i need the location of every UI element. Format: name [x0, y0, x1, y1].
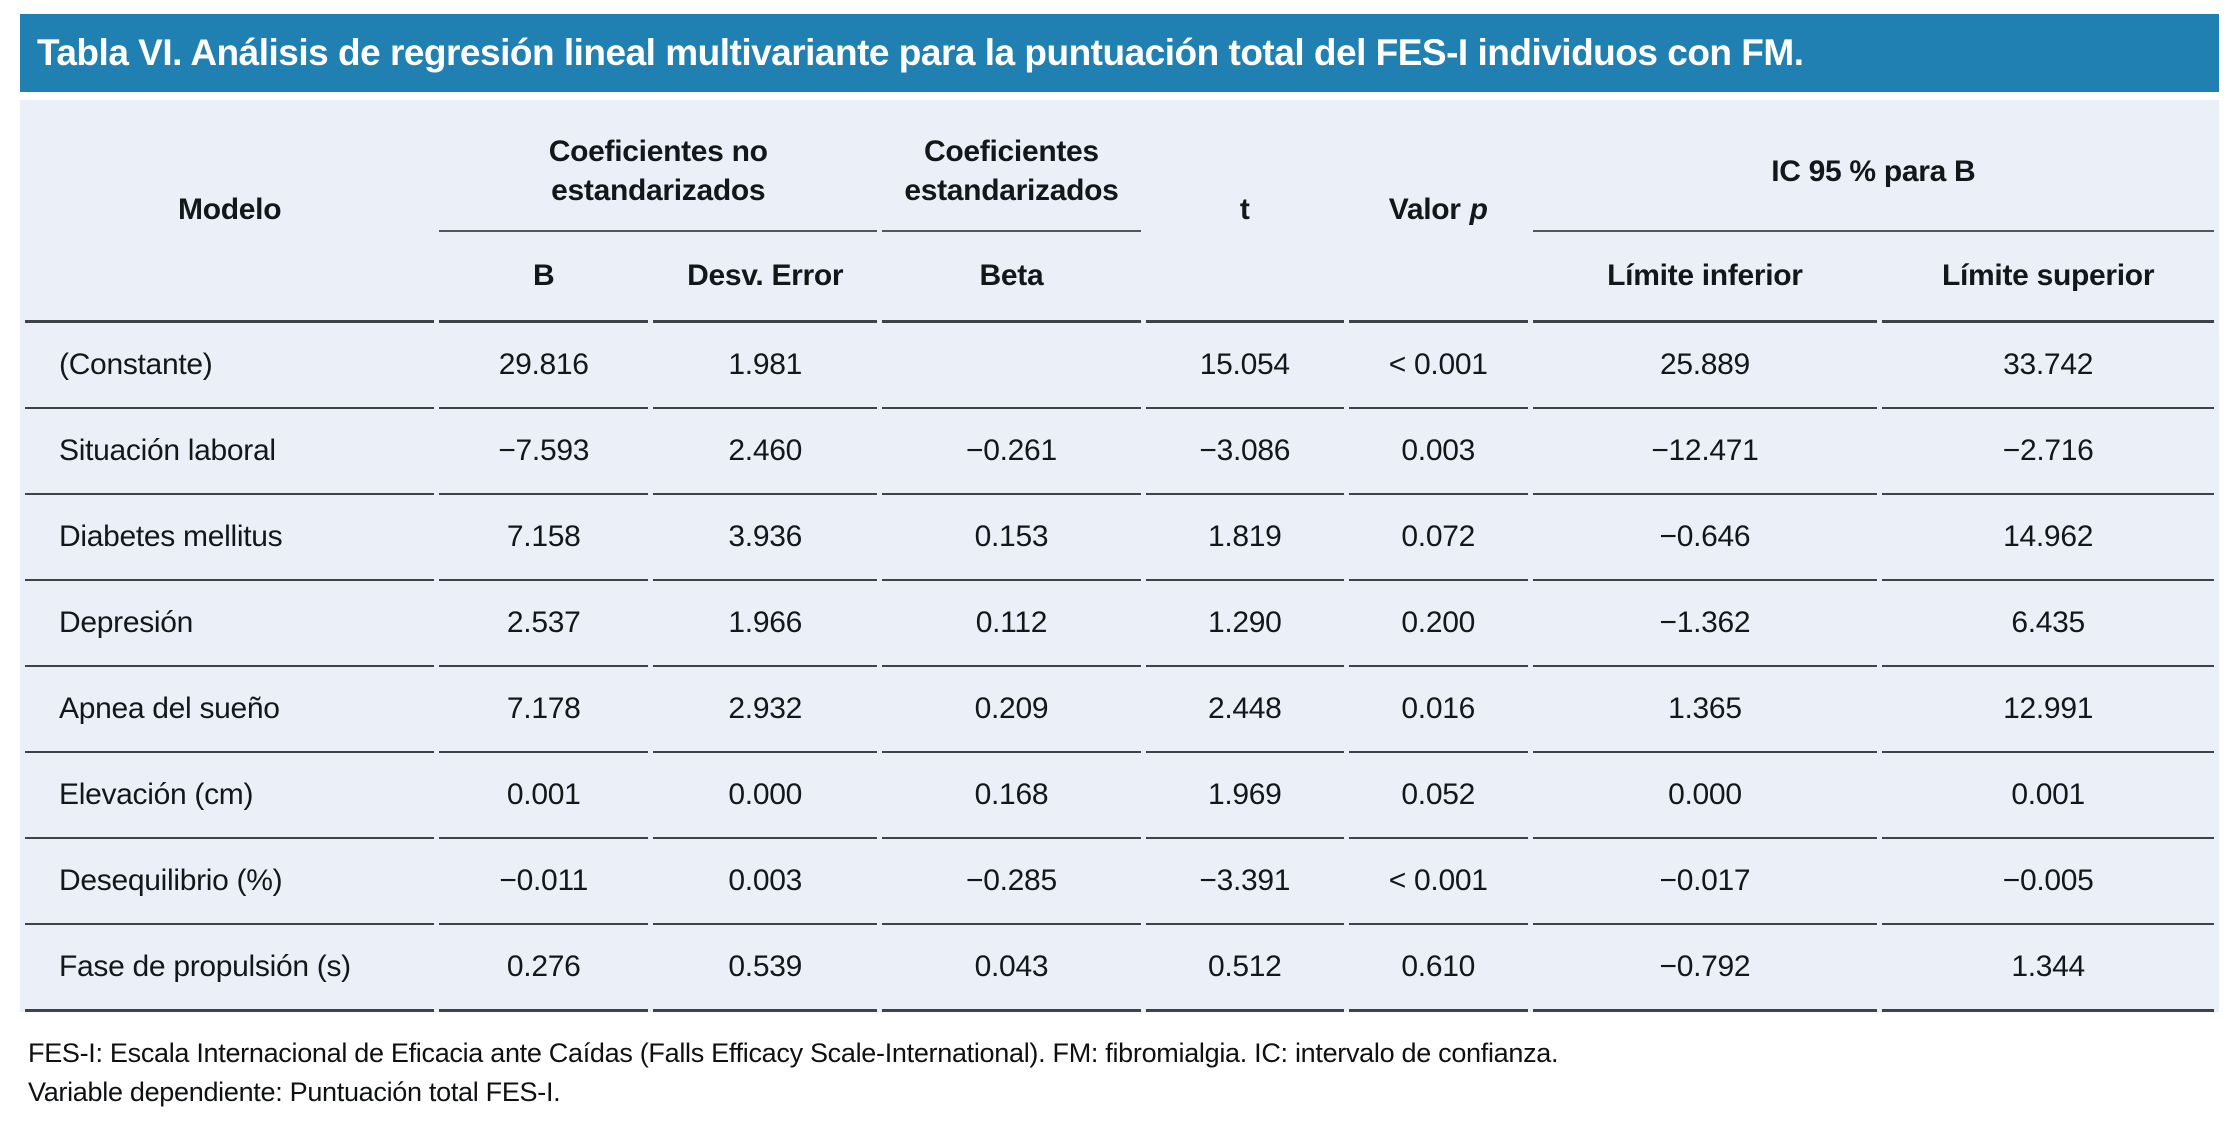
cell-t: 1.290	[1145, 579, 1344, 665]
table-title-bar: Tabla VI. Análisis de regresión lineal m…	[20, 14, 2219, 92]
cell-beta: 0.153	[882, 493, 1141, 579]
cell-limite-superior: 0.001	[1882, 751, 2214, 837]
cell-limite-inferior: −1.362	[1532, 579, 1878, 665]
table-row: (Constante) 29.816 1.981 15.054 < 0.001 …	[25, 320, 2214, 407]
cell-t: 1.969	[1145, 751, 1344, 837]
cell-limite-inferior: 1.365	[1532, 665, 1878, 751]
col-header-beta: Beta	[979, 259, 1044, 292]
footnotes: FES-I: Escala Internacional de Eficacia …	[20, 1012, 2219, 1112]
cell-modelo: (Constante)	[25, 320, 435, 407]
col-header-b: B	[533, 259, 555, 292]
cell-limite-inferior: 25.889	[1532, 320, 1878, 407]
cell-valor-p: 0.610	[1348, 923, 1528, 1012]
table-row: Depresión 2.537 1.966 0.112 1.290 0.200 …	[25, 579, 2214, 665]
col-header-valor-p: Valor p	[1349, 100, 1528, 320]
cell-desv-error: 0.003	[653, 837, 878, 923]
cell-b: 0.001	[439, 751, 649, 837]
cell-t: 2.448	[1145, 665, 1344, 751]
cell-b: 0.276	[439, 923, 649, 1012]
cell-modelo: Desequilibrio (%)	[25, 837, 435, 923]
header-group-row: Modelo Coeficientes no estandarizados Co…	[25, 100, 2214, 232]
cell-limite-superior: −2.716	[1882, 407, 2214, 493]
cell-b: 29.816	[439, 320, 649, 407]
cell-valor-p: < 0.001	[1348, 837, 1528, 923]
cell-b: 2.537	[439, 579, 649, 665]
cell-modelo: Depresión	[25, 579, 435, 665]
cell-limite-superior: 12.991	[1882, 665, 2214, 751]
table-row: Apnea del sueño 7.178 2.932 0.209 2.448 …	[25, 665, 2214, 751]
cell-beta	[882, 320, 1141, 407]
col-header-desv-error: Desv. Error	[687, 259, 844, 292]
cell-limite-superior: −0.005	[1882, 837, 2214, 923]
group-header-coeficientes-estandarizados: Coeficientes estandarizados	[882, 100, 1141, 232]
table-row: Situación laboral −7.593 2.460 −0.261 −3…	[25, 407, 2214, 493]
cell-t: −3.391	[1145, 837, 1344, 923]
cell-valor-p: < 0.001	[1348, 320, 1528, 407]
cell-valor-p: 0.003	[1348, 407, 1528, 493]
cell-desv-error: 1.966	[653, 579, 878, 665]
cell-t: 1.819	[1145, 493, 1344, 579]
table-row: Fase de propulsión (s) 0.276 0.539 0.043…	[25, 923, 2214, 1012]
cell-limite-superior: 14.962	[1882, 493, 2214, 579]
cell-t: 15.054	[1145, 320, 1344, 407]
cell-modelo: Apnea del sueño	[25, 665, 435, 751]
col-header-limite-inferior: Límite inferior	[1607, 259, 1803, 292]
cell-valor-p: 0.052	[1348, 751, 1528, 837]
col-header-t: t	[1239, 193, 1250, 226]
p-symbol: p	[1469, 193, 1488, 226]
cell-desv-error: 0.539	[653, 923, 878, 1012]
cell-desv-error: 3.936	[653, 493, 878, 579]
cell-valor-p: 0.016	[1348, 665, 1528, 751]
cell-limite-inferior: −12.471	[1532, 407, 1878, 493]
cell-limite-superior: 33.742	[1882, 320, 2214, 407]
cell-b: 7.178	[439, 665, 649, 751]
cell-limite-inferior: 0.000	[1532, 751, 1878, 837]
cell-t: 0.512	[1145, 923, 1344, 1012]
cell-limite-superior: 6.435	[1882, 579, 2214, 665]
cell-modelo: Fase de propulsión (s)	[25, 923, 435, 1012]
cell-valor-p: 0.200	[1348, 579, 1528, 665]
cell-beta: −0.261	[882, 407, 1141, 493]
table-row: Desequilibrio (%) −0.011 0.003 −0.285 −3…	[25, 837, 2214, 923]
col-header-limite-superior: Límite superior	[1942, 259, 2155, 292]
cell-modelo: Situación laboral	[25, 407, 435, 493]
table-title: Tabla VI. Análisis de regresión lineal m…	[37, 32, 1804, 73]
cell-beta: 0.168	[882, 751, 1141, 837]
table-row: Diabetes mellitus 7.158 3.936 0.153 1.81…	[25, 493, 2214, 579]
cell-desv-error: 0.000	[653, 751, 878, 837]
group-header-ic95-para-b: IC 95 % para B	[1532, 100, 2214, 232]
valor-p-label: Valor	[1388, 193, 1461, 226]
col-header-modelo: Modelo	[178, 193, 282, 226]
cell-modelo: Diabetes mellitus	[25, 493, 435, 579]
cell-beta: 0.112	[882, 579, 1141, 665]
cell-desv-error: 2.932	[653, 665, 878, 751]
cell-limite-inferior: −0.017	[1532, 837, 1878, 923]
cell-desv-error: 2.460	[653, 407, 878, 493]
regression-table: Modelo Coeficientes no estandarizados Co…	[20, 100, 2219, 1012]
cell-b: −7.593	[439, 407, 649, 493]
cell-b: −0.011	[439, 837, 649, 923]
table-body: (Constante) 29.816 1.981 15.054 < 0.001 …	[25, 320, 2214, 1012]
cell-beta: −0.285	[882, 837, 1141, 923]
header-sub-row: B Desv. Error Beta Límite inferior Límit…	[25, 232, 2214, 320]
cell-limite-superior: 1.344	[1882, 923, 2214, 1012]
cell-limite-inferior: −0.646	[1532, 493, 1878, 579]
table-row: Elevación (cm) 0.001 0.000 0.168 1.969 0…	[25, 751, 2214, 837]
cell-limite-inferior: −0.792	[1532, 923, 1878, 1012]
cell-valor-p: 0.072	[1348, 493, 1528, 579]
cell-desv-error: 1.981	[653, 320, 878, 407]
footnote-abbreviations: FES-I: Escala Internacional de Eficacia …	[28, 1038, 1559, 1068]
cell-beta: 0.043	[882, 923, 1141, 1012]
cell-t: −3.086	[1145, 407, 1344, 493]
group-header-coeficientes-no-estandarizados: Coeficientes no estandarizados	[439, 100, 878, 232]
cell-b: 7.158	[439, 493, 649, 579]
cell-beta: 0.209	[882, 665, 1141, 751]
footnote-dependent-variable: Variable dependiente: Puntuación total F…	[28, 1077, 561, 1107]
cell-modelo: Elevación (cm)	[25, 751, 435, 837]
